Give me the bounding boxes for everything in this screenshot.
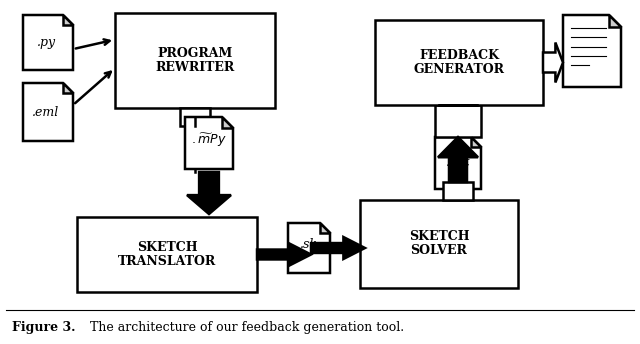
Polygon shape xyxy=(288,223,330,273)
Text: FEEDBACK: FEEDBACK xyxy=(419,49,499,62)
Bar xyxy=(435,105,481,137)
Text: PROGRAM: PROGRAM xyxy=(157,47,232,60)
Text: .sk: .sk xyxy=(300,238,318,251)
Bar xyxy=(443,182,473,200)
Text: SKETCH: SKETCH xyxy=(137,241,197,254)
Bar xyxy=(115,13,275,108)
Text: .out: .out xyxy=(445,157,470,170)
Text: SOLVER: SOLVER xyxy=(411,245,467,258)
Text: The architecture of our feedback generation tool.: The architecture of our feedback generat… xyxy=(82,321,404,333)
Polygon shape xyxy=(471,137,481,147)
Polygon shape xyxy=(23,15,73,70)
Text: .py: .py xyxy=(36,36,56,49)
Bar xyxy=(375,20,543,105)
Polygon shape xyxy=(435,137,481,189)
Text: GENERATOR: GENERATOR xyxy=(413,63,504,76)
Polygon shape xyxy=(63,83,73,93)
Text: REWRITER: REWRITER xyxy=(156,61,235,74)
Polygon shape xyxy=(563,15,621,87)
Polygon shape xyxy=(311,237,365,259)
Polygon shape xyxy=(609,15,621,27)
Text: $.\widetilde{m}\mathit{Py}$: $.\widetilde{m}\mathit{Py}$ xyxy=(191,131,227,149)
Polygon shape xyxy=(23,83,73,141)
Bar xyxy=(180,108,210,126)
Polygon shape xyxy=(63,15,73,25)
Bar xyxy=(77,217,257,292)
Polygon shape xyxy=(438,137,478,182)
Text: TRANSLATOR: TRANSLATOR xyxy=(118,255,216,268)
Polygon shape xyxy=(257,244,311,266)
Polygon shape xyxy=(543,43,563,83)
Bar xyxy=(360,200,518,288)
Text: .eml: .eml xyxy=(33,106,60,118)
Text: SKETCH: SKETCH xyxy=(409,230,469,244)
Polygon shape xyxy=(222,117,233,128)
Polygon shape xyxy=(320,223,330,233)
Polygon shape xyxy=(185,117,233,169)
Text: Figure 3.: Figure 3. xyxy=(12,321,76,333)
Polygon shape xyxy=(187,172,231,214)
